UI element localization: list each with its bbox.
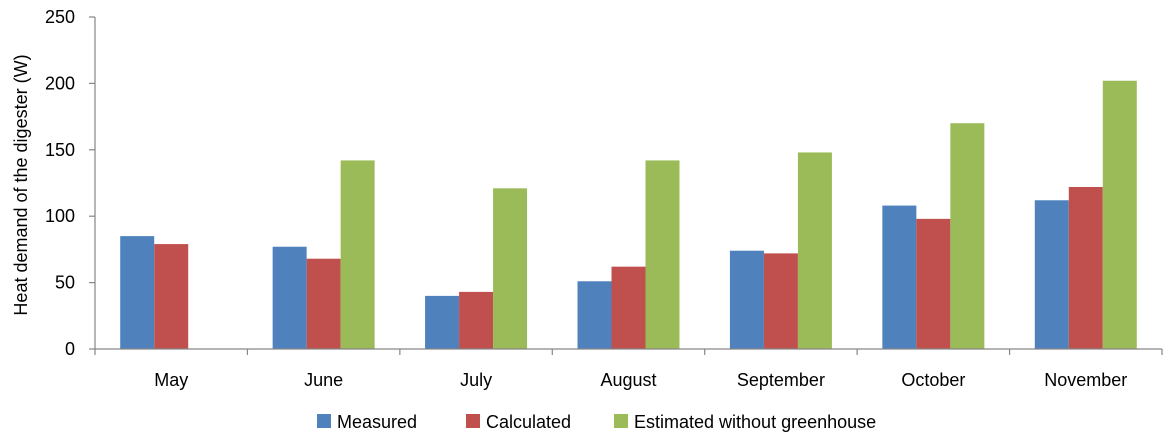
legend: Measured Calculated Estimated without gree… (317, 412, 876, 432)
bar-calculated-november (1068, 186, 1103, 349)
bar-measured-november (1034, 200, 1069, 349)
x-tick-label-august: August (600, 370, 656, 390)
legend-swatch-calculated (466, 414, 480, 428)
bar-estimated-without-greenhouse-august (645, 160, 680, 349)
x-axis-ticks (94, 349, 1163, 355)
bar-calculated-october (916, 218, 951, 349)
y-tick-label: 0 (65, 339, 75, 359)
bar-calculated-august (611, 266, 646, 349)
bar-estimated-without-greenhouse-november (1102, 80, 1137, 349)
bars (120, 80, 1137, 350)
y-axis-title: Heat demand of the digester (W) (11, 54, 31, 315)
y-axis-ticks (89, 16, 95, 350)
legend-label-calculated: Calculated (486, 412, 571, 432)
bar-estimated-without-greenhouse-june (340, 160, 375, 349)
legend-label-measured: Measured (337, 412, 417, 432)
x-tick-label-june: June (304, 370, 343, 390)
y-tick-label: 150 (45, 140, 75, 160)
bar-measured-october (882, 205, 917, 349)
bar-calculated-september (763, 253, 798, 349)
x-tick-label-september: September (737, 370, 825, 390)
bar-measured-june (272, 246, 307, 349)
x-tick-label-may: May (154, 370, 188, 390)
y-tick-label: 200 (45, 73, 75, 93)
legend-label-estimated-without-greenhouse: Estimated without greenhouse (634, 412, 876, 432)
y-axis-tick-labels: 0 50 100 150 200 250 (45, 7, 75, 359)
legend-swatch-measured (317, 414, 331, 428)
bar-estimated-without-greenhouse-september (797, 152, 832, 349)
bar-measured-may (120, 236, 155, 349)
legend-swatch-estimated-without-greenhouse (614, 414, 628, 428)
x-tick-label-november: November (1044, 370, 1127, 390)
y-tick-label: 50 (55, 273, 75, 293)
bar-estimated-without-greenhouse-july (493, 188, 528, 349)
bar-measured-august (577, 281, 612, 349)
y-tick-label: 100 (45, 206, 75, 226)
bar-calculated-may (154, 244, 189, 349)
bar-calculated-july (459, 291, 494, 349)
bar-calculated-june (306, 258, 341, 349)
x-axis-tick-labels: May June July August September October Novembe… (154, 370, 1127, 390)
bar-measured-september (729, 250, 764, 349)
x-tick-label-july: July (460, 370, 492, 390)
y-tick-label: 250 (45, 7, 75, 27)
bar-estimated-without-greenhouse-october (950, 123, 985, 350)
bar-measured-july (425, 295, 460, 349)
x-tick-label-october: October (901, 370, 965, 390)
